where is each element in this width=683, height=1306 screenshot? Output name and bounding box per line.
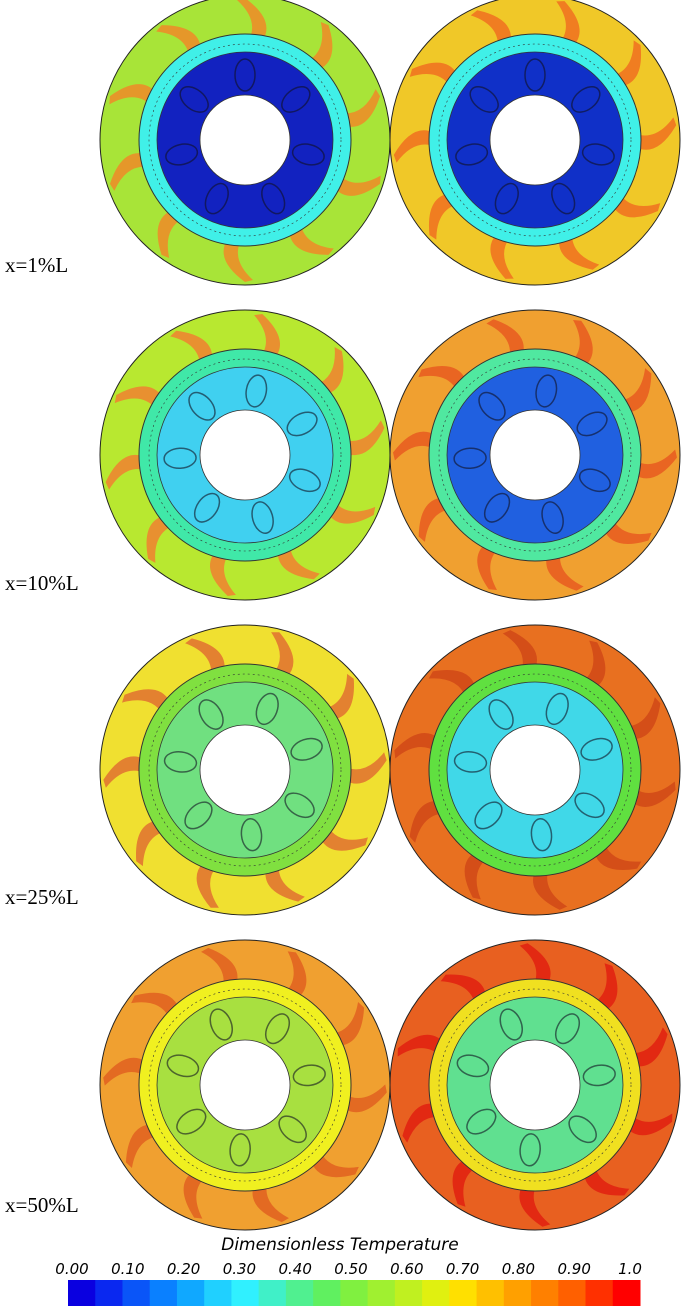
bore (200, 1040, 290, 1130)
contour-panel (100, 625, 390, 915)
colorbar-tick-label: 0.60 (390, 1260, 423, 1278)
colorbar-tick-label: 1.0 (618, 1260, 642, 1278)
bore (490, 1040, 580, 1130)
colorbar-title: Dimensionless Temperature (221, 1235, 459, 1255)
contour-panel (390, 310, 680, 600)
colorbar-swatch (368, 1280, 396, 1306)
colorbar-swatch (122, 1280, 150, 1306)
bore (200, 725, 290, 815)
bore (200, 95, 290, 185)
colorbar-swatch (231, 1280, 259, 1306)
row-label: x=1%L (5, 253, 68, 277)
colorbar-swatch (395, 1280, 423, 1306)
bore (490, 725, 580, 815)
row-label: x=50%L (5, 1193, 79, 1217)
colorbar-swatch (177, 1280, 205, 1306)
panels (100, 0, 680, 1230)
colorbar-swatch (259, 1280, 287, 1306)
colorbar-swatch (613, 1280, 641, 1306)
colorbar-tick-label: 0.10 (111, 1260, 144, 1278)
contour-panel (100, 940, 390, 1230)
colorbar-swatch (204, 1280, 232, 1306)
colorbar-tick-label: 0.00 (55, 1260, 88, 1278)
colorbar-swatch (150, 1280, 178, 1306)
colorbar-swatch (340, 1280, 368, 1306)
colorbar-swatch (449, 1280, 477, 1306)
colorbar-tick-label: 0.30 (223, 1260, 256, 1278)
colorbar-tick-label: 0.20 (167, 1260, 200, 1278)
colorbar-swatch (68, 1280, 96, 1306)
colorbar-tick-label: 0.40 (278, 1260, 311, 1278)
colorbar-tick-label: 0.50 (334, 1260, 367, 1278)
colorbar-tick-label: 0.70 (446, 1260, 479, 1278)
bore (490, 410, 580, 500)
contour-panel (390, 940, 680, 1230)
colorbar-swatch (504, 1280, 532, 1306)
colorbar-swatch (558, 1280, 586, 1306)
bore (200, 410, 290, 500)
colorbar-swatch (95, 1280, 123, 1306)
contour-panel (390, 0, 680, 285)
row-label: x=25%L (5, 885, 79, 909)
figure: Dimensionless Temperature x=1%L x=10%L x=2… (0, 0, 683, 1306)
colorbar-swatch (477, 1280, 505, 1306)
colorbar-swatch (313, 1280, 341, 1306)
colorbar-swatch (286, 1280, 314, 1306)
contour-panel (390, 625, 680, 915)
colorbar-swatch (586, 1280, 614, 1306)
colorbar-tick-label: 0.90 (557, 1260, 590, 1278)
contour-panel (100, 310, 390, 600)
contour-panel (100, 0, 390, 285)
row-label: x=10%L (5, 571, 79, 595)
bore (490, 95, 580, 185)
colorbar-swatch (531, 1280, 559, 1306)
colorbar-swatch (422, 1280, 450, 1306)
colorbar-tick-label: 0.80 (502, 1260, 535, 1278)
